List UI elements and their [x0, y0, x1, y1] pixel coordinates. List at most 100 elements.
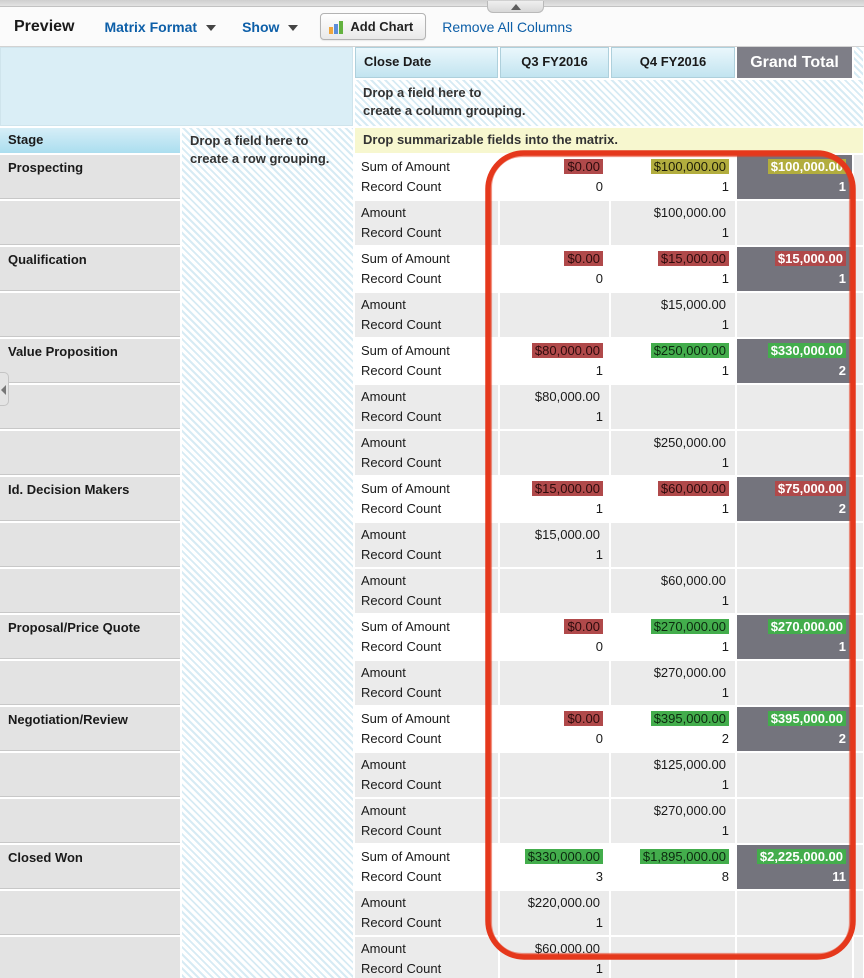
record-count-value: 0 [595, 731, 603, 746]
row-right-gutter [854, 339, 863, 383]
summarizable-fields-dropzone[interactable]: Drop summarizable fields into the matrix… [355, 128, 863, 153]
record-count-value: 8 [721, 869, 729, 884]
measure-label-line2: Record Count [361, 363, 442, 378]
matrix-data-cell [737, 523, 852, 567]
record-count-value: 1 [721, 363, 729, 378]
add-chart-label: Add Chart [350, 19, 414, 34]
measure-label-line1: Amount [361, 803, 406, 818]
measure-label-line2: Record Count [361, 731, 442, 746]
record-count-value: 3 [595, 869, 603, 884]
row-right-gutter [854, 707, 863, 751]
matrix-data-cell: $100,000.00 1 [611, 201, 735, 245]
measure-label-line1: Sum of Amount [361, 711, 450, 726]
measure-label-line1: Sum of Amount [361, 849, 450, 864]
matrix-data-cell [737, 385, 852, 429]
measure-label-line2: Record Count [361, 777, 442, 792]
stage-cell: Id. Decision Makers [0, 477, 180, 521]
preview-toolbar: Preview Matrix Format Show Add Chart Rem… [0, 7, 864, 47]
matrix-data-cell: $15,000.00 1 [500, 477, 609, 521]
row-dropzone-line2: create a row grouping. [190, 151, 330, 166]
amount-value: $0.00 [564, 711, 603, 726]
measure-label-line2: Record Count [361, 317, 442, 332]
measure-label-line1: Amount [361, 435, 406, 450]
chevron-down-icon [288, 24, 299, 31]
matrix-data-cell [737, 569, 852, 613]
matrix-data-cell: $1,895,000.00 8 [611, 845, 735, 889]
stage-cell [0, 201, 180, 245]
column-dropzone-line1: Drop a field here to [363, 85, 482, 100]
measure-label-cell: Sum of Amount Record Count [355, 845, 498, 889]
record-count-value: 1 [721, 639, 729, 654]
row-right-gutter [854, 523, 863, 567]
matrix-data-cell [500, 799, 609, 843]
measure-label-line2: Record Count [361, 639, 442, 654]
row-dropzone-line1: Drop a field here to [190, 133, 309, 148]
amount-value: $100,000.00 [767, 159, 846, 174]
measure-label-line1: Amount [361, 757, 406, 772]
row-right-gutter [854, 937, 863, 978]
collapse-sidebar-handle[interactable] [0, 372, 9, 406]
row-right-gutter [854, 431, 863, 475]
row-dimension-header[interactable]: Stage [0, 128, 180, 153]
measure-label-line1: Sum of Amount [361, 481, 450, 496]
record-count-value: 1 [721, 179, 729, 194]
format-menu[interactable]: Matrix Format [104, 18, 217, 35]
row-right-gutter [854, 845, 863, 889]
add-chart-button[interactable]: Add Chart [320, 13, 427, 40]
measure-label-cell: Amount Record Count [355, 753, 498, 797]
matrix-data-cell: $250,000.00 1 [611, 431, 735, 475]
record-count-value: 11 [832, 869, 846, 884]
column-grouping-dropzone[interactable]: Drop a field here to create a column gro… [355, 80, 863, 126]
matrix-corner-block [0, 47, 353, 126]
header-right-gutter [854, 47, 863, 78]
amount-value: $0.00 [564, 619, 603, 634]
matrix-data-cell: $330,000.00 2 [737, 339, 852, 383]
collapse-panel-handle[interactable] [487, 1, 544, 13]
amount-value: $1,895,000.00 [639, 849, 729, 864]
amount-value: $270,000.00 [653, 803, 726, 818]
measure-label-cell: Sum of Amount Record Count [355, 155, 498, 199]
row-right-gutter [854, 799, 863, 843]
measure-label-line2: Record Count [361, 225, 442, 240]
amount-value: $250,000.00 [650, 343, 729, 358]
measure-label-line2: Record Count [361, 409, 442, 424]
matrix-data-cell [500, 293, 609, 337]
matrix-data-cell [500, 661, 609, 705]
amount-value: $80,000.00 [531, 343, 603, 358]
stage-cell [0, 431, 180, 475]
column-header[interactable]: Q3 FY2016 [500, 47, 609, 78]
record-count-value: 1 [721, 593, 729, 608]
row-grouping-dropzone[interactable]: Drop a field here to create a row groupi… [182, 128, 353, 978]
column-header[interactable]: Q4 FY2016 [611, 47, 735, 78]
measure-label-line1: Amount [361, 205, 406, 220]
record-count-value: 1 [721, 685, 729, 700]
amount-value: $0.00 [564, 159, 603, 174]
measure-label-line2: Record Count [361, 271, 442, 286]
matrix-data-cell [737, 201, 852, 245]
row-right-gutter [854, 247, 863, 291]
measure-label-cell: Amount Record Count [355, 385, 498, 429]
show-menu[interactable]: Show [242, 19, 299, 35]
page-title: Preview [14, 17, 75, 35]
matrix-data-cell: $100,000.00 1 [611, 155, 735, 199]
format-menu-label: Matrix Format [104, 18, 198, 35]
amount-value: $15,000.00 [657, 251, 729, 266]
measure-label-line1: Amount [361, 297, 406, 312]
matrix-grid: Close Date Q3 FY2016 Q4 FY2016 Grand Total… [0, 47, 863, 978]
column-dimension-header[interactable]: Close Date [355, 47, 498, 78]
measure-label-line1: Amount [361, 573, 406, 588]
matrix-data-cell: $80,000.00 1 [500, 385, 609, 429]
row-right-gutter [854, 155, 863, 199]
matrix-data-cell: $270,000.00 1 [611, 661, 735, 705]
stage-cell: Prospecting [0, 155, 180, 199]
record-count-value: 1 [595, 363, 603, 378]
matrix-data-cell [611, 385, 735, 429]
measure-label-line2: Record Count [361, 915, 442, 930]
measure-label-line1: Amount [361, 527, 406, 542]
matrix-data-cell [737, 753, 852, 797]
remove-all-columns-link[interactable]: Remove All Columns [442, 18, 573, 35]
amount-value: $330,000.00 [524, 849, 603, 864]
stage-cell: Qualification [0, 247, 180, 291]
amount-value: $100,000.00 [653, 205, 726, 220]
matrix-data-cell [737, 661, 852, 705]
